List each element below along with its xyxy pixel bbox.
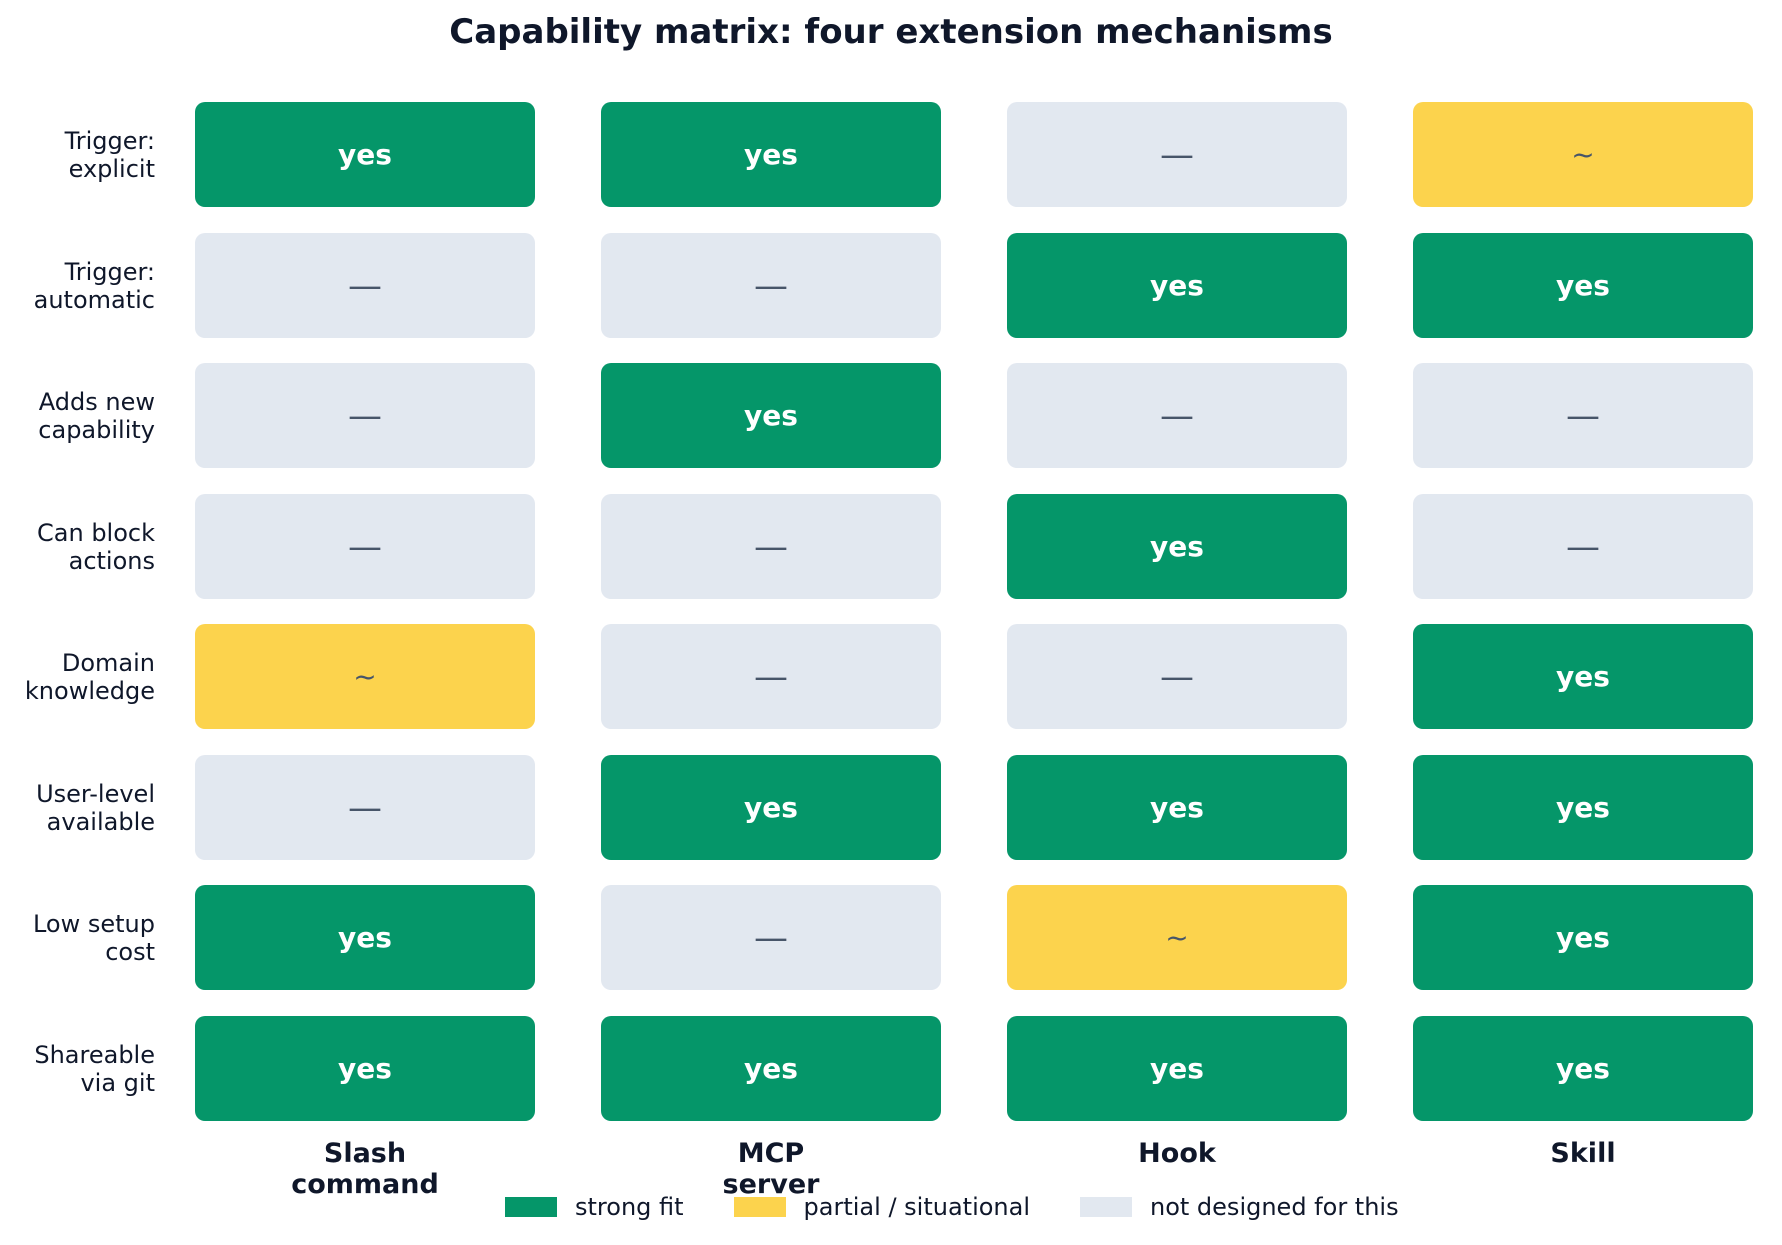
cell-value: yes (744, 138, 798, 171)
legend-item: strong fit (505, 1193, 684, 1221)
matrix-cell: yes (195, 102, 535, 207)
cell-value: — (754, 526, 788, 567)
cell-value: yes (1150, 530, 1204, 563)
legend-swatch (1080, 1197, 1132, 1217)
matrix-cell: yes (1413, 885, 1753, 990)
matrix-cell: yes (1007, 755, 1347, 860)
matrix-cell: — (601, 624, 941, 729)
column-label: Skill (1550, 1138, 1616, 1169)
matrix-cell: — (601, 885, 941, 990)
cell-value: — (348, 526, 382, 567)
matrix-cell: yes (1413, 624, 1753, 729)
row-label: Can block actions (37, 518, 155, 575)
legend: strong fit partial / situational not desig… (505, 1193, 1449, 1221)
column-label: Hook (1138, 1138, 1216, 1169)
matrix-cell: yes (1007, 1016, 1347, 1121)
cell-value: — (754, 656, 788, 697)
cell-value: yes (1556, 269, 1610, 302)
matrix-cell: yes (195, 1016, 535, 1121)
cell-value: — (1566, 395, 1600, 436)
matrix-cell: yes (1413, 233, 1753, 338)
cell-value: yes (744, 399, 798, 432)
matrix-cell: yes (195, 885, 535, 990)
row-label: Low setup cost (32, 909, 155, 966)
row-label: Adds new capability (38, 387, 155, 444)
cell-value: yes (744, 791, 798, 824)
cell-value: ~ (353, 660, 377, 693)
matrix-cell: yes (601, 1016, 941, 1121)
cell-value: — (1160, 134, 1194, 175)
cell-value: yes (338, 138, 392, 171)
matrix-cell: yes (1413, 1016, 1753, 1121)
legend-swatch (505, 1197, 557, 1217)
matrix-cell: — (1007, 624, 1347, 729)
matrix-cell: ~ (1413, 102, 1753, 207)
row-label: Trigger: explicit (64, 126, 155, 183)
cell-value: — (348, 265, 382, 306)
matrix-cell: yes (601, 755, 941, 860)
cell-value: yes (1556, 660, 1610, 693)
legend-item: not designed for this (1080, 1193, 1399, 1221)
cell-value: ~ (1571, 138, 1595, 171)
legend-item: partial / situational (733, 1193, 1030, 1221)
matrix-cell: — (1413, 494, 1753, 599)
matrix-cell: — (1007, 102, 1347, 207)
cell-value: yes (338, 921, 392, 954)
matrix-cell: — (1007, 363, 1347, 468)
matrix-cell: — (195, 233, 535, 338)
legend-swatch (733, 1197, 786, 1217)
cell-value: — (1160, 656, 1194, 697)
column-label: Slash command (291, 1138, 439, 1200)
matrix-cell: yes (1007, 494, 1347, 599)
matrix-cell: ~ (195, 624, 535, 729)
cell-value: yes (1150, 1052, 1204, 1085)
cell-value: yes (1150, 269, 1204, 302)
cell-value: yes (1150, 791, 1204, 824)
cell-value: yes (1556, 1052, 1610, 1085)
matrix-cell: ~ (1007, 885, 1347, 990)
cell-value: yes (744, 1052, 798, 1085)
row-label: Shareable via git (34, 1040, 155, 1097)
cell-value: — (1160, 395, 1194, 436)
matrix-cell: — (1413, 363, 1753, 468)
cell-value: — (754, 265, 788, 306)
row-label: User-level available (36, 779, 155, 836)
cell-value: — (1566, 526, 1600, 567)
cell-value: yes (1556, 921, 1610, 954)
matrix-cell: — (601, 233, 941, 338)
legend-label: not designed for this (1150, 1193, 1399, 1221)
matrix-cell: yes (1413, 755, 1753, 860)
cell-value: ~ (1165, 921, 1189, 954)
column-label: MCP server (722, 1138, 820, 1200)
matrix-cell: — (195, 494, 535, 599)
matrix-cell: — (601, 494, 941, 599)
matrix-cell: — (195, 363, 535, 468)
matrix-cell: yes (601, 363, 941, 468)
legend-label: strong fit (575, 1193, 684, 1221)
cell-value: yes (1556, 791, 1610, 824)
row-label: Trigger: automatic (33, 257, 155, 314)
cell-value: — (754, 917, 788, 958)
matrix-cell: yes (601, 102, 941, 207)
chart-title: Capability matrix: four extension mechan… (449, 12, 1333, 52)
cell-value: — (348, 395, 382, 436)
cell-value: yes (338, 1052, 392, 1085)
cell-value: — (348, 787, 382, 828)
legend-label: partial / situational (803, 1193, 1030, 1221)
matrix-cell: — (195, 755, 535, 860)
matrix-cell: yes (1007, 233, 1347, 338)
row-label: Domain knowledge (24, 648, 155, 705)
